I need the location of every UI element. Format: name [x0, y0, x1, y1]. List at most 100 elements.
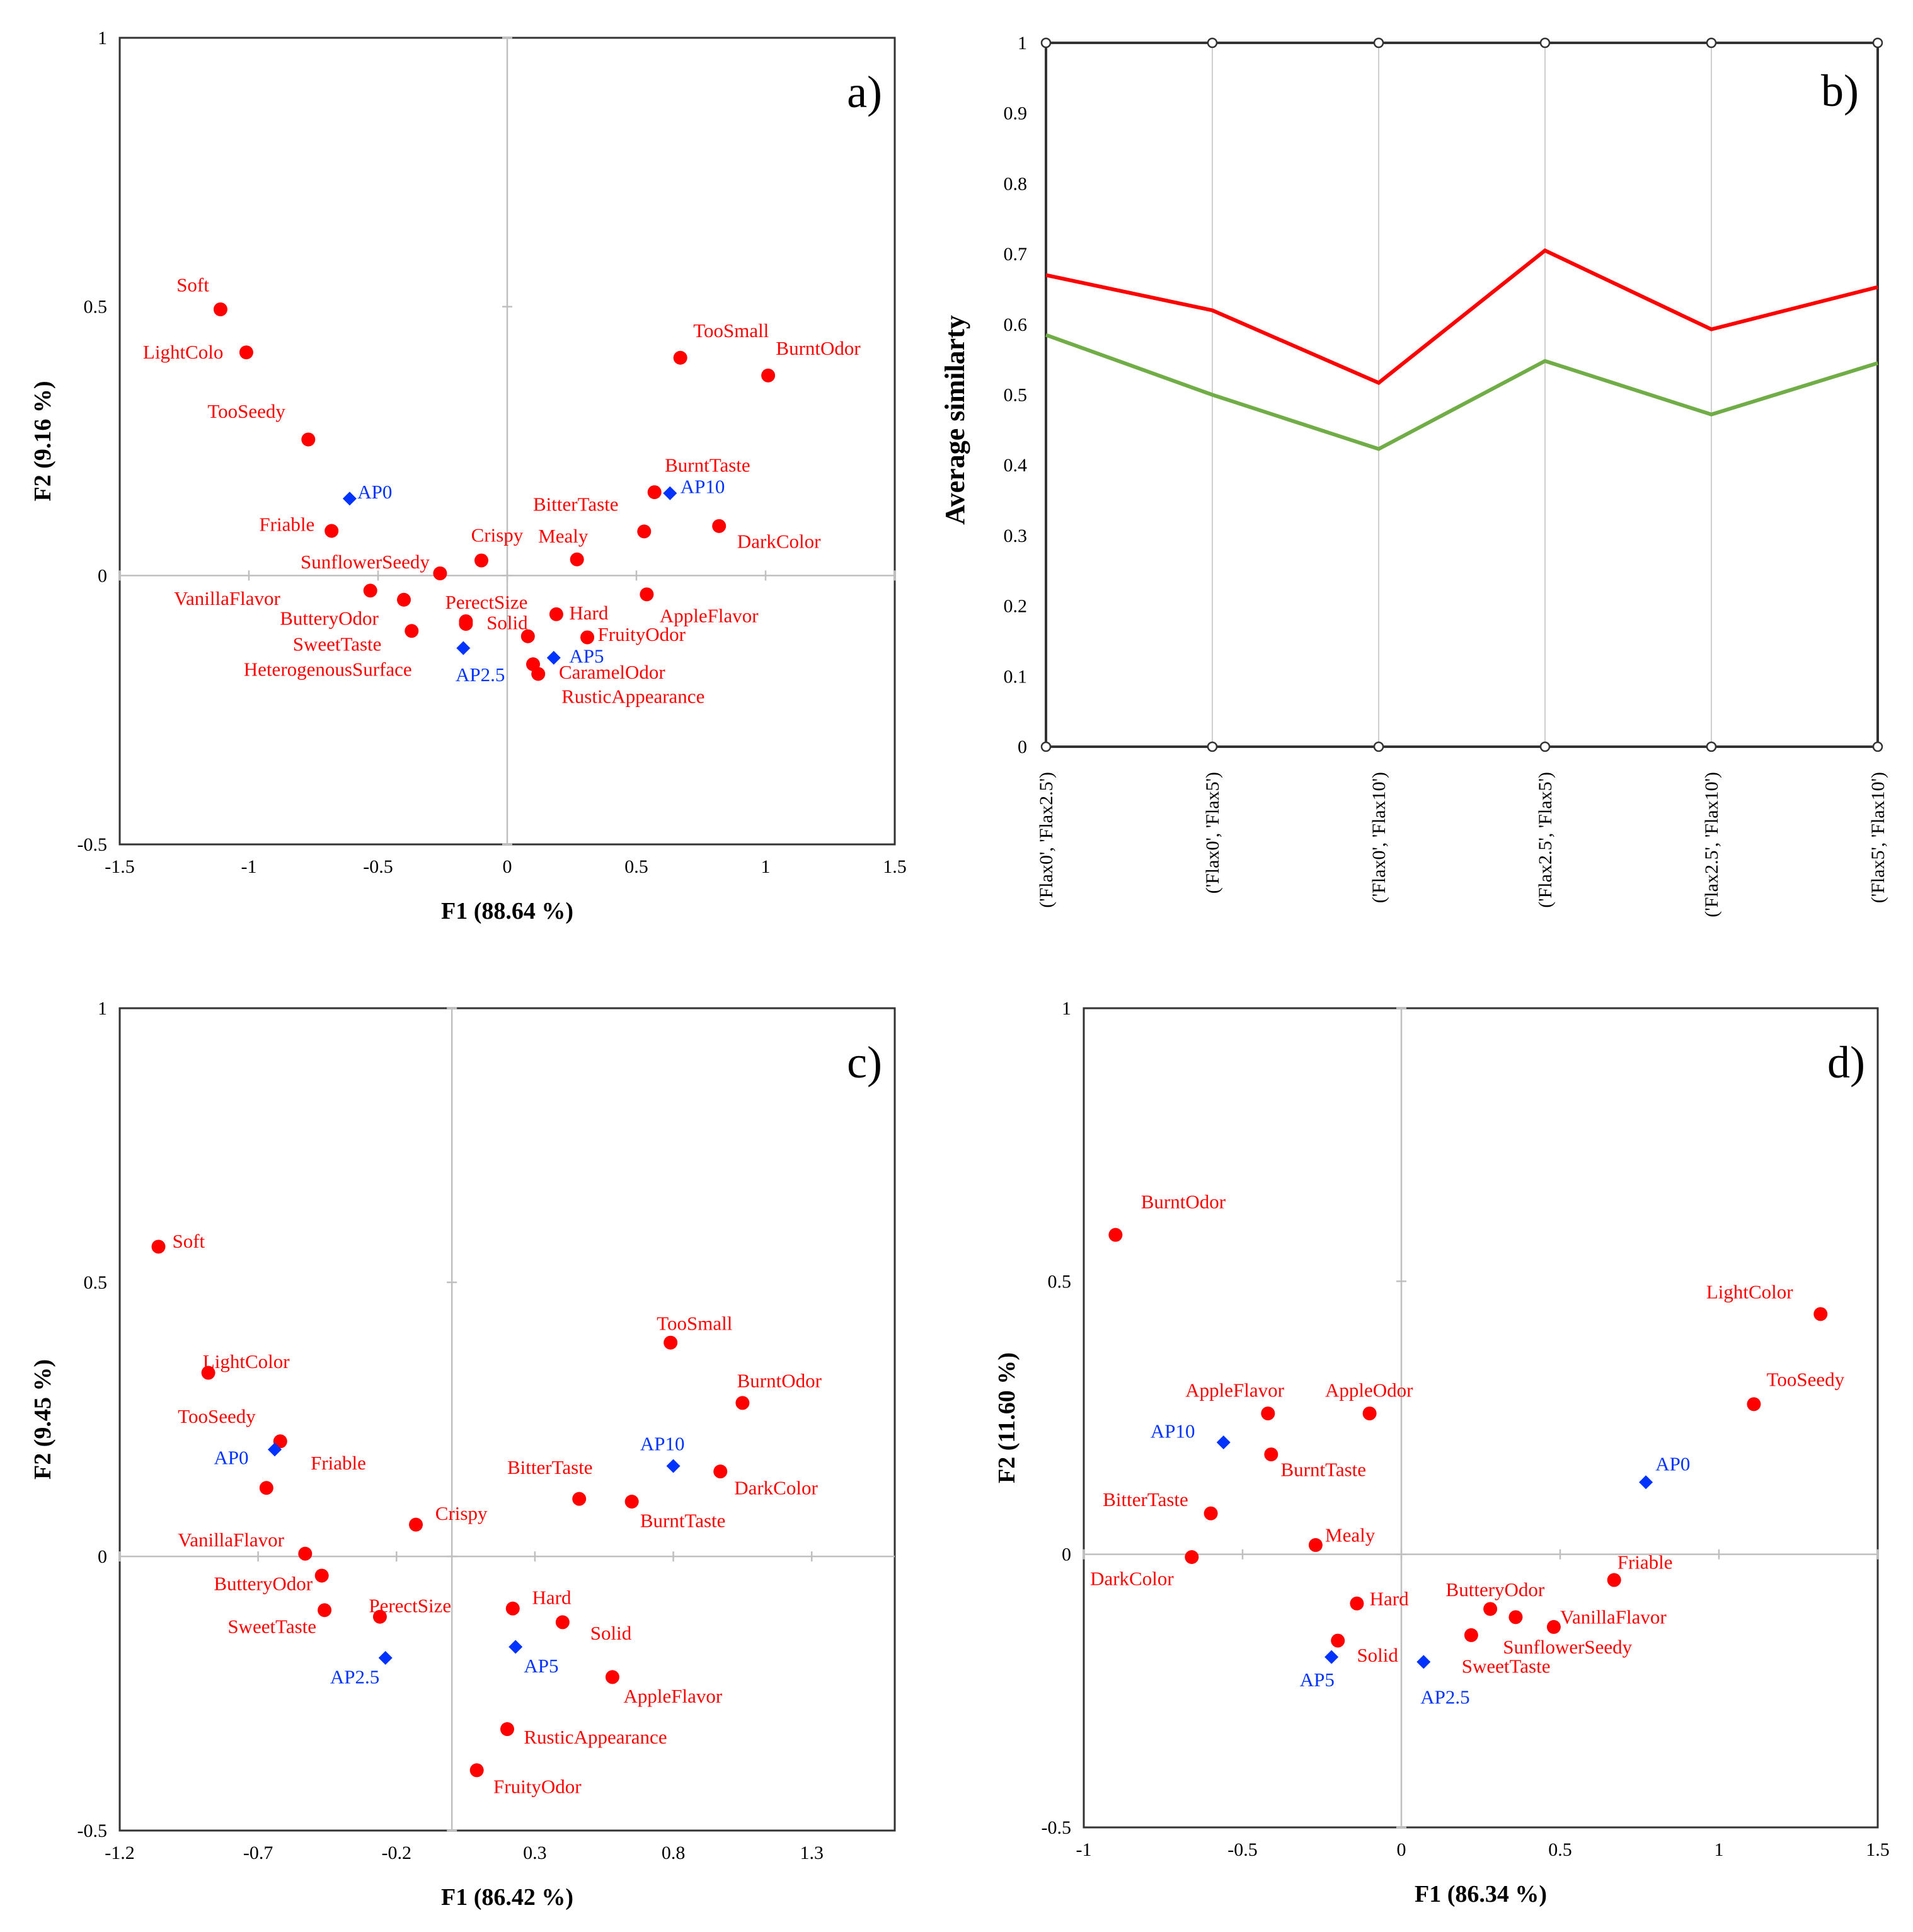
bottom-edge-marker: [1539, 741, 1551, 752]
attribute-label: Crispy: [471, 524, 524, 546]
attribute-point: [298, 1546, 313, 1561]
x-tick-label-a: -1.5: [105, 856, 135, 877]
attribute-label: VanillaFlavor: [178, 1529, 284, 1551]
attribute-label: VanillaFlavor: [174, 587, 280, 609]
attribute-point: [201, 1366, 215, 1380]
product-point: [1216, 1435, 1231, 1449]
bottom-edge-marker: [1207, 741, 1218, 752]
attribute-point: [1607, 1573, 1621, 1587]
attribute-point: [1264, 1447, 1278, 1462]
panel-label-c: c): [847, 1037, 882, 1088]
attribute-point: [259, 1481, 273, 1495]
y-tick-label-d: -0.5: [1042, 1817, 1072, 1838]
top-edge-marker: [1040, 37, 1052, 49]
attribute-label: Friable: [259, 513, 314, 535]
attribute-point: [301, 432, 316, 447]
top-edge-marker: [1706, 37, 1717, 49]
top-edge-marker: [1872, 37, 1883, 49]
attribute-point: [500, 1722, 514, 1737]
y-tick-label-c: -0.5: [78, 1820, 108, 1841]
attribute-label: PerectSize: [445, 591, 528, 613]
attribute-point: [735, 1396, 750, 1410]
y-tick-label-b: 0.4: [1004, 455, 1028, 476]
x-axis-label-c: F1 (86.42 %): [441, 1884, 573, 1911]
attribute-label: LightColo: [143, 341, 223, 363]
attribute-point: [572, 1492, 587, 1506]
product-label: AP5: [569, 645, 604, 667]
attribute-label: SunflowerSeedy: [301, 551, 430, 573]
attribute-label: FruityOdor: [493, 1775, 582, 1797]
top-edge-marker: [1539, 37, 1551, 49]
attribute-label: TooSeedy: [1767, 1368, 1845, 1390]
attribute-point: [469, 1763, 484, 1778]
attribute-point: [1483, 1602, 1498, 1616]
product-label: AP0: [1655, 1453, 1690, 1475]
product-point: [1639, 1475, 1653, 1490]
attribute-label: Soft: [172, 1230, 205, 1252]
attribute-label: BitterTaste: [507, 1456, 593, 1478]
category-tick-label: ('Flax5', 'Flax10'): [1868, 772, 1888, 903]
attribute-label: Soft: [176, 274, 209, 296]
attribute-point: [580, 630, 595, 645]
attribute-label: Hard: [1370, 1588, 1409, 1610]
attribute-point: [664, 1335, 678, 1350]
x-tick-label-c: -0.2: [382, 1843, 412, 1863]
product-label: AP0: [214, 1446, 248, 1468]
attribute-label: Mealy: [1325, 1524, 1376, 1546]
y-tick-label-b: 0.1: [1004, 666, 1028, 687]
product-label: AP5: [1300, 1669, 1335, 1691]
attribute-label: BurntOdor: [1141, 1191, 1226, 1213]
bottom-edge-marker: [1040, 741, 1052, 752]
attribute-label: HeterogenousSurface: [244, 658, 412, 681]
panel-label-b: b): [1821, 66, 1859, 116]
attribute-point: [1204, 1506, 1218, 1521]
attribute-label: VanillaFlavor: [1560, 1606, 1667, 1628]
attribute-point: [712, 519, 727, 533]
attribute-point: [647, 485, 662, 500]
product-point: [663, 486, 677, 500]
product-point: [268, 1442, 282, 1457]
attribute-point: [151, 1239, 166, 1254]
plot-frame-c: [118, 1007, 896, 1832]
x-tick-label-c: -1.2: [105, 1843, 135, 1863]
attribute-label: SweetTaste: [293, 633, 382, 655]
product-label: AP10: [681, 476, 725, 498]
attribute-point: [239, 345, 253, 360]
x-tick-label-c: -0.7: [243, 1843, 273, 1863]
category-tick-label: ('Flax0', 'Flax10'): [1369, 772, 1389, 903]
attribute-label: BurntOdor: [737, 1370, 822, 1392]
x-tick-label-d: 1: [1715, 1839, 1724, 1860]
x-tick-label-d: -1: [1076, 1839, 1092, 1860]
attribute-label: BurntTaste: [665, 454, 750, 476]
attribute-label: SweetTaste: [1462, 1655, 1551, 1677]
attribute-point: [397, 592, 411, 607]
x-tick-label-c: 0.3: [523, 1843, 547, 1863]
plot-frame-b: [1045, 42, 1879, 748]
category-tick-label: ('Flax2.5', 'Flax10'): [1701, 772, 1722, 917]
attribute-point: [363, 584, 377, 598]
attribute-point: [1331, 1633, 1345, 1648]
product-label: AP10: [640, 1433, 685, 1455]
attribute-label: AppleFlavor: [660, 604, 759, 626]
attribute-point: [1464, 1628, 1478, 1642]
attribute-label: AppleFlavor: [624, 1685, 723, 1707]
x-axis-label-d: F1 (86.34 %): [1415, 1881, 1547, 1907]
attribute-point: [673, 350, 687, 365]
y-tick-label-d: 1: [1062, 998, 1071, 1019]
attribute-label: Hard: [569, 602, 608, 624]
attribute-point: [624, 1495, 639, 1509]
attribute-label: BitterTaste: [533, 493, 619, 515]
attribute-point: [637, 524, 652, 539]
y-axis-label-c: F2 (9.45 %): [30, 1359, 56, 1480]
product-point: [378, 1650, 393, 1665]
attribute-label: RusticAppearance: [561, 685, 704, 707]
y-tick-label-c: 1: [98, 998, 107, 1019]
attribute-label: ButteryOdor: [214, 1573, 313, 1595]
panel-c: -1.2 -0.7 -0.2 0.3 0.8 1.3 -0.5 0 0.5 1 F1 (86.42 …: [30, 998, 896, 1911]
y-tick-label-a: 1: [98, 28, 107, 49]
attribute-point: [1813, 1307, 1828, 1321]
x-tick-label-a: 0: [503, 856, 512, 877]
series-line-series2: [1045, 333, 1878, 451]
x-axis-label-a: F1 (88.64 %): [441, 898, 573, 924]
